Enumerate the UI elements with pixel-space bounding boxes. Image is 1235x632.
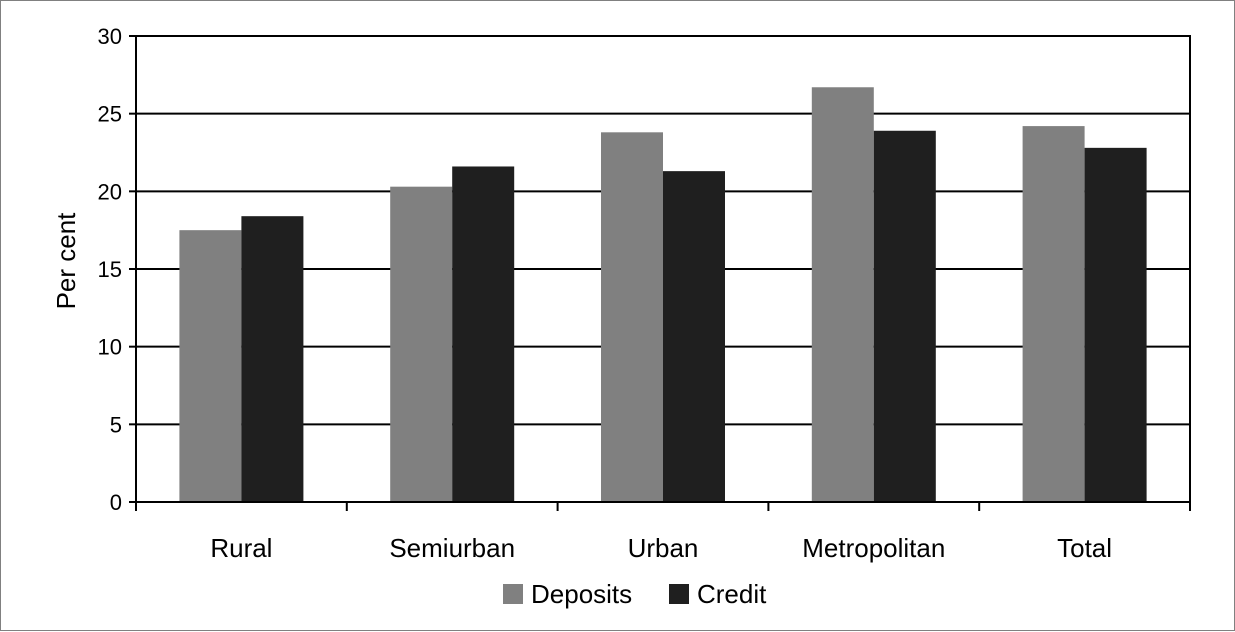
y-tick-label: 5 bbox=[110, 412, 122, 437]
y-tick-label: 25 bbox=[98, 102, 122, 127]
y-tick-labels: 0 5 10 15 20 25 30 bbox=[98, 24, 122, 515]
bar-credit-total bbox=[1084, 147, 1147, 502]
y-tick-label: 30 bbox=[98, 24, 122, 49]
x-tick-label: Total bbox=[1057, 533, 1112, 563]
bar-credit-semiurban bbox=[452, 166, 515, 503]
y-tick-label: 15 bbox=[98, 257, 122, 282]
bars bbox=[179, 87, 1147, 503]
y-axis-label: Per cent bbox=[51, 212, 81, 310]
x-tick-label: Metropolitan bbox=[802, 533, 945, 563]
y-tick-label: 0 bbox=[110, 490, 122, 515]
bar-credit-metropolitan bbox=[873, 130, 936, 502]
legend: Deposits Credit bbox=[503, 579, 767, 609]
bar-credit-urban bbox=[663, 171, 725, 502]
bar-deposits-rural bbox=[179, 230, 242, 502]
legend-label-credit: Credit bbox=[697, 579, 767, 609]
x-tick-label: Rural bbox=[210, 533, 272, 563]
x-tick-label: Semiurban bbox=[389, 533, 515, 563]
legend-swatch-credit bbox=[669, 584, 689, 604]
axes bbox=[129, 35, 1191, 511]
legend-label-deposits: Deposits bbox=[531, 579, 632, 609]
bar-deposits-metropolitan bbox=[811, 87, 874, 502]
bar-deposits-urban bbox=[601, 132, 663, 502]
legend-swatch-deposits bbox=[503, 584, 523, 604]
bar-credit-rural bbox=[241, 216, 304, 503]
bar-deposits-total bbox=[1022, 126, 1085, 503]
x-tick-labels: Rural Semiurban Urban Metropolitan Total bbox=[210, 533, 1112, 563]
y-tick-label: 20 bbox=[98, 179, 122, 204]
bar-deposits-semiurban bbox=[390, 186, 453, 502]
y-tick-label: 10 bbox=[98, 335, 122, 360]
x-tick-label: Urban bbox=[628, 533, 699, 563]
